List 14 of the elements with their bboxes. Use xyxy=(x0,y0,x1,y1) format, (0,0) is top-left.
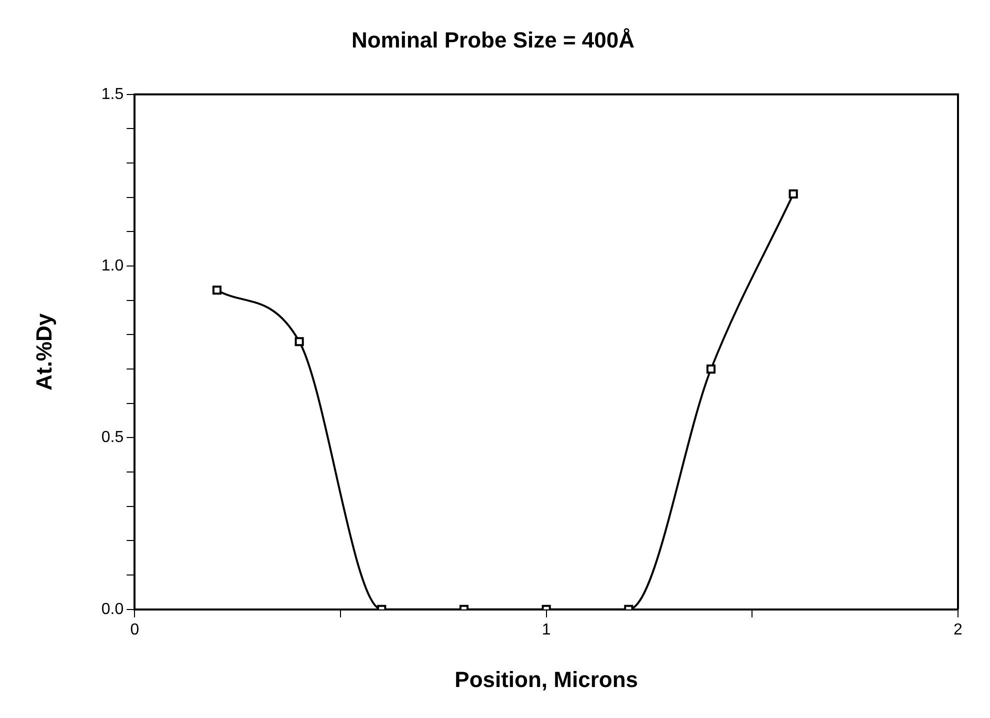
y-tick-label: 1.0 xyxy=(101,257,124,274)
y-tick-label: 0.5 xyxy=(101,429,124,446)
x-tick-label: 2 xyxy=(954,621,963,638)
x-tick-label: 1 xyxy=(542,621,551,638)
y-axis-title: At.%Dy xyxy=(31,312,56,390)
chart-title: Nominal Probe Size = 400Å xyxy=(351,27,635,52)
point xyxy=(212,286,222,295)
y-tick-label: 0.0 xyxy=(101,600,124,618)
x-tick-label: 0 xyxy=(130,621,140,638)
x-axis-title: Position, Microns xyxy=(454,666,638,692)
point xyxy=(788,189,798,198)
y-tick-label: 1.5 xyxy=(101,86,124,103)
point xyxy=(294,337,304,346)
point xyxy=(706,364,716,374)
